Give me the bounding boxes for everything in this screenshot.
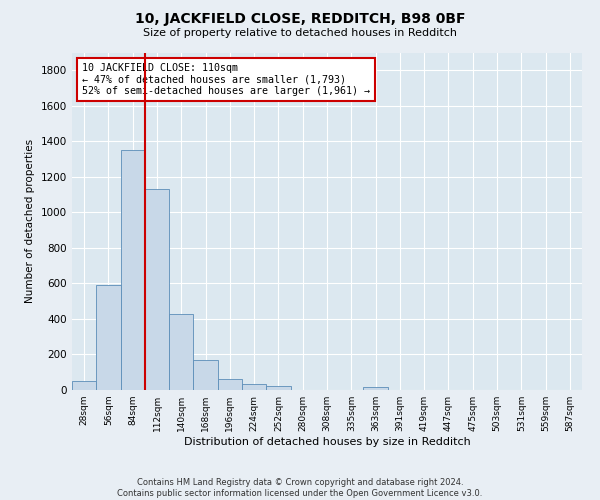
Bar [96, 285, 121, 390]
Bar [121, 150, 145, 390]
Text: 10 JACKFIELD CLOSE: 110sqm
← 47% of detached houses are smaller (1,793)
52% of s: 10 JACKFIELD CLOSE: 110sqm ← 47% of deta… [82, 62, 370, 96]
Bar [218, 380, 242, 390]
Text: Size of property relative to detached houses in Redditch: Size of property relative to detached ho… [143, 28, 457, 38]
Bar [145, 190, 169, 390]
Bar [364, 388, 388, 390]
Bar [72, 381, 96, 390]
Y-axis label: Number of detached properties: Number of detached properties [25, 139, 35, 304]
Bar [242, 384, 266, 390]
Text: 10, JACKFIELD CLOSE, REDDITCH, B98 0BF: 10, JACKFIELD CLOSE, REDDITCH, B98 0BF [135, 12, 465, 26]
Bar [193, 360, 218, 390]
Text: Contains HM Land Registry data © Crown copyright and database right 2024.
Contai: Contains HM Land Registry data © Crown c… [118, 478, 482, 498]
Bar [266, 386, 290, 390]
Bar [169, 314, 193, 390]
X-axis label: Distribution of detached houses by size in Redditch: Distribution of detached houses by size … [184, 437, 470, 447]
